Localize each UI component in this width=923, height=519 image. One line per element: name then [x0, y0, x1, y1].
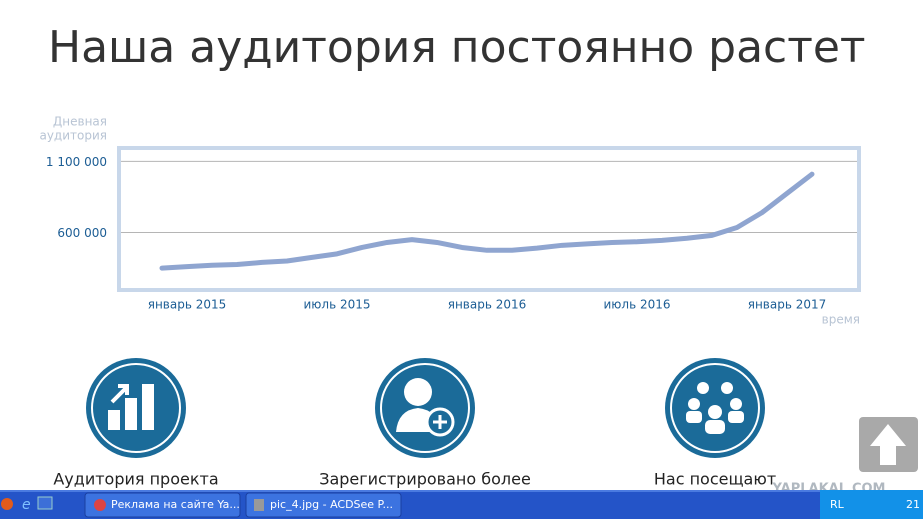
- x-tick-label: январь 2017: [748, 298, 827, 312]
- x-tick-label: январь 2016: [448, 298, 527, 312]
- plot-frame: [117, 146, 861, 292]
- system-tray: [820, 490, 923, 519]
- slide-title: Наша аудитория постоянно растет: [48, 22, 866, 73]
- taskbar-button-label[interactable]: Реклама на сайте Ya...: [111, 498, 240, 511]
- data-line: [159, 171, 815, 271]
- feature-icon: [665, 358, 765, 458]
- quicklaunch-icon[interactable]: e: [22, 497, 31, 513]
- taskbar-edge: [0, 490, 923, 492]
- quicklaunch-icon[interactable]: [1, 498, 13, 510]
- y-axis-title: Дневная: [53, 115, 107, 129]
- feature-icon: [375, 358, 475, 458]
- y-tick-label: 1 100 000: [46, 155, 107, 169]
- x-tick-label: июль 2015: [304, 298, 371, 312]
- taskbar-button[interactable]: pic_4.jpg - ACDSee P...: [245, 492, 402, 518]
- x-tick-label: июль 2016: [604, 298, 671, 312]
- feature-icon: [86, 358, 186, 458]
- feature-label: Зарегистрировано более: [319, 470, 531, 489]
- scroll-up-button[interactable]: [859, 417, 918, 472]
- feature-label: Аудитория проекта: [53, 470, 218, 489]
- quicklaunch-icon[interactable]: [37, 496, 53, 510]
- x-axis-title: время: [822, 313, 860, 327]
- feature-label: Нас посещают: [654, 470, 776, 489]
- y-tick-label: 600 000: [57, 226, 107, 240]
- clock: 21: [906, 498, 920, 511]
- language-indicator[interactable]: RL: [830, 498, 845, 511]
- x-tick-label: январь 2015: [148, 298, 227, 312]
- taskbar-button[interactable]: Реклама на сайте Ya...: [84, 492, 241, 518]
- y-axis-title: аудитория: [39, 129, 107, 143]
- taskbar-button-label[interactable]: pic_4.jpg - ACDSee P...: [270, 498, 393, 511]
